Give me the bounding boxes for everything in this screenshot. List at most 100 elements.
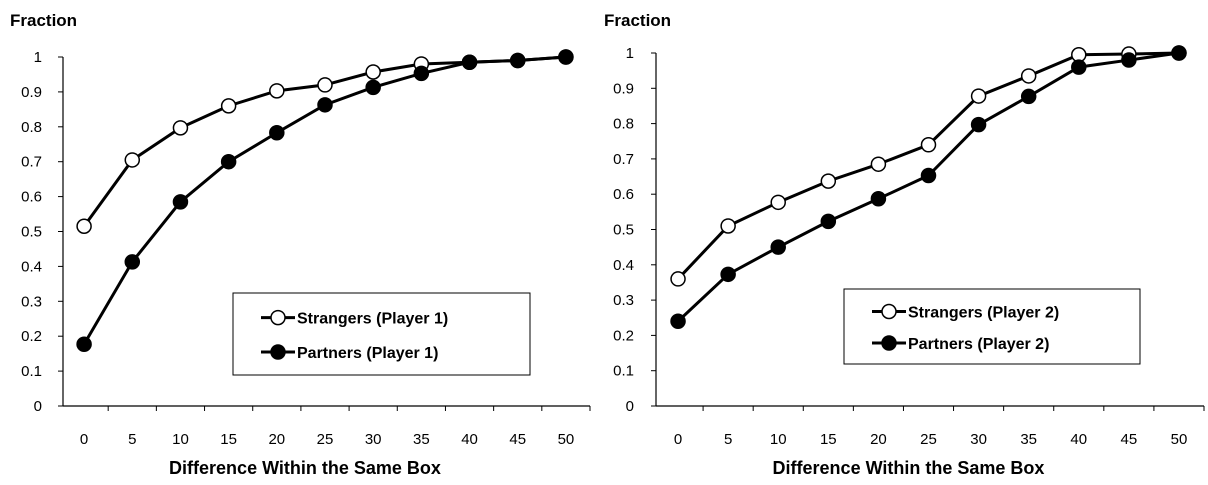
- data-point-filled: [870, 191, 887, 207]
- x-tick-label: 0: [674, 431, 682, 448]
- data-point-filled: [1020, 88, 1037, 105]
- data-point-open: [76, 218, 92, 235]
- x-tick-label: 45: [1121, 431, 1138, 448]
- y-tick-label: 0.2: [21, 328, 42, 345]
- x-tick-label: 25: [920, 431, 937, 448]
- x-tick-label: 25: [317, 431, 334, 448]
- x-tick-label: 45: [509, 431, 526, 448]
- y-tick-label: 1: [626, 45, 634, 62]
- legend-label: Strangers (Player 2): [908, 305, 1059, 322]
- legend-box: [232, 292, 531, 376]
- data-point-filled: [1071, 59, 1087, 75]
- data-point-filled: [509, 52, 526, 69]
- data-point-filled: [220, 153, 237, 170]
- y-tick-label: 0.9: [21, 84, 42, 101]
- y-tick-label: 0.6: [21, 189, 42, 206]
- y-tick-label: 0.3: [21, 293, 42, 310]
- x-tick-label: 35: [1020, 431, 1037, 448]
- x-axis-label: Difference Within the Same Box: [169, 458, 441, 478]
- legend-label: Partners (Player 1): [297, 345, 438, 362]
- x-tick-label: 35: [413, 431, 430, 448]
- y-tick-label: 0.7: [613, 151, 634, 168]
- data-point-filled: [365, 79, 381, 96]
- y-tick-label: 0.4: [613, 257, 634, 274]
- data-point-filled: [670, 313, 686, 330]
- data-point-filled: [124, 254, 141, 270]
- data-point-open: [970, 88, 987, 104]
- y-axis-label: Fraction: [10, 11, 77, 30]
- x-tick-label: 5: [724, 431, 732, 448]
- y-tick-label: 0.3: [613, 292, 634, 309]
- y-tick-label: 0.6: [613, 186, 634, 203]
- data-point-filled: [970, 116, 987, 133]
- y-tick-label: 1: [34, 49, 42, 66]
- data-point-open: [1020, 68, 1037, 84]
- x-tick-label: 10: [770, 431, 787, 448]
- x-tick-label: 5: [128, 431, 136, 448]
- data-point-filled: [920, 167, 937, 184]
- y-tick-label: 0.9: [613, 80, 634, 97]
- y-tick-label: 0.7: [21, 154, 42, 171]
- x-tick-label: 40: [1070, 431, 1087, 448]
- y-tick-label: 0.4: [21, 258, 42, 275]
- legend-marker: [270, 309, 286, 326]
- x-tick-label: 0: [80, 431, 88, 448]
- x-tick-label: 15: [220, 431, 237, 448]
- y-tick-label: 0.1: [613, 363, 634, 380]
- data-point-open: [770, 194, 786, 211]
- x-tick-label: 30: [365, 431, 382, 448]
- x-tick-label: 50: [1171, 431, 1188, 448]
- legend-label: Partners (Player 2): [908, 336, 1049, 353]
- legend-marker: [881, 303, 897, 320]
- data-point-filled: [317, 97, 333, 113]
- chart-panel-player1: Fraction 0 0.1 0.2 0.3 0.4 0.5 0.6 0.7 0.8 0.9 1 0 5 1…: [0, 0, 600, 485]
- data-point-open: [920, 137, 937, 153]
- x-tick-label: 20: [870, 431, 887, 448]
- y-axis-label: Fraction: [604, 11, 671, 30]
- data-point-filled: [413, 65, 430, 82]
- chart-panel-player2: Fraction 0 0.1 0.2 0.3 0.4 0.5 0.6 0.7 0.8 0.9 1 0 5 1…: [594, 0, 1208, 485]
- data-point-open: [670, 271, 686, 287]
- data-point-open: [870, 156, 887, 172]
- data-point-open: [124, 152, 141, 168]
- data-point-open: [365, 64, 381, 80]
- data-point-filled: [269, 124, 285, 141]
- data-point-filled: [1171, 45, 1187, 61]
- data-point-filled: [461, 54, 478, 70]
- y-tick-label: 0: [34, 398, 42, 415]
- data-point-filled: [172, 194, 189, 210]
- x-tick-label: 15: [820, 431, 837, 448]
- data-point-open: [820, 173, 837, 189]
- series-line: [676, 51, 1179, 280]
- data-point-filled: [820, 213, 837, 230]
- data-point-open: [720, 218, 736, 234]
- x-tick-label: 20: [268, 431, 285, 448]
- data-point-filled: [1121, 52, 1137, 68]
- x-tick-label: 10: [172, 431, 189, 448]
- y-tick-label: 0.8: [613, 116, 634, 133]
- data-point-filled: [76, 336, 92, 352]
- data-point-open: [220, 98, 237, 114]
- legend-box: [843, 288, 1141, 365]
- x-tick-label: 50: [558, 431, 575, 448]
- y-tick-label: 0.5: [21, 224, 42, 241]
- x-tick-label: 40: [461, 431, 478, 448]
- y-tick-label: 0: [626, 398, 634, 415]
- data-point-open: [172, 120, 189, 136]
- data-point-open: [269, 83, 285, 99]
- legend-label: Strangers (Player 1): [297, 311, 448, 328]
- x-axis-label: Difference Within the Same Box: [773, 458, 1045, 478]
- x-tick-label: 30: [970, 431, 987, 448]
- y-tick-label: 0.8: [21, 119, 42, 136]
- legend-marker: [881, 335, 897, 351]
- series-line: [677, 51, 1180, 323]
- data-point-filled: [558, 49, 574, 65]
- y-tick-label: 0.2: [613, 327, 634, 344]
- y-tick-label: 0.1: [21, 363, 42, 380]
- data-point-filled: [770, 239, 786, 255]
- data-point-filled: [720, 266, 736, 283]
- y-tick-label: 0.5: [613, 222, 634, 239]
- legend-marker: [270, 344, 286, 360]
